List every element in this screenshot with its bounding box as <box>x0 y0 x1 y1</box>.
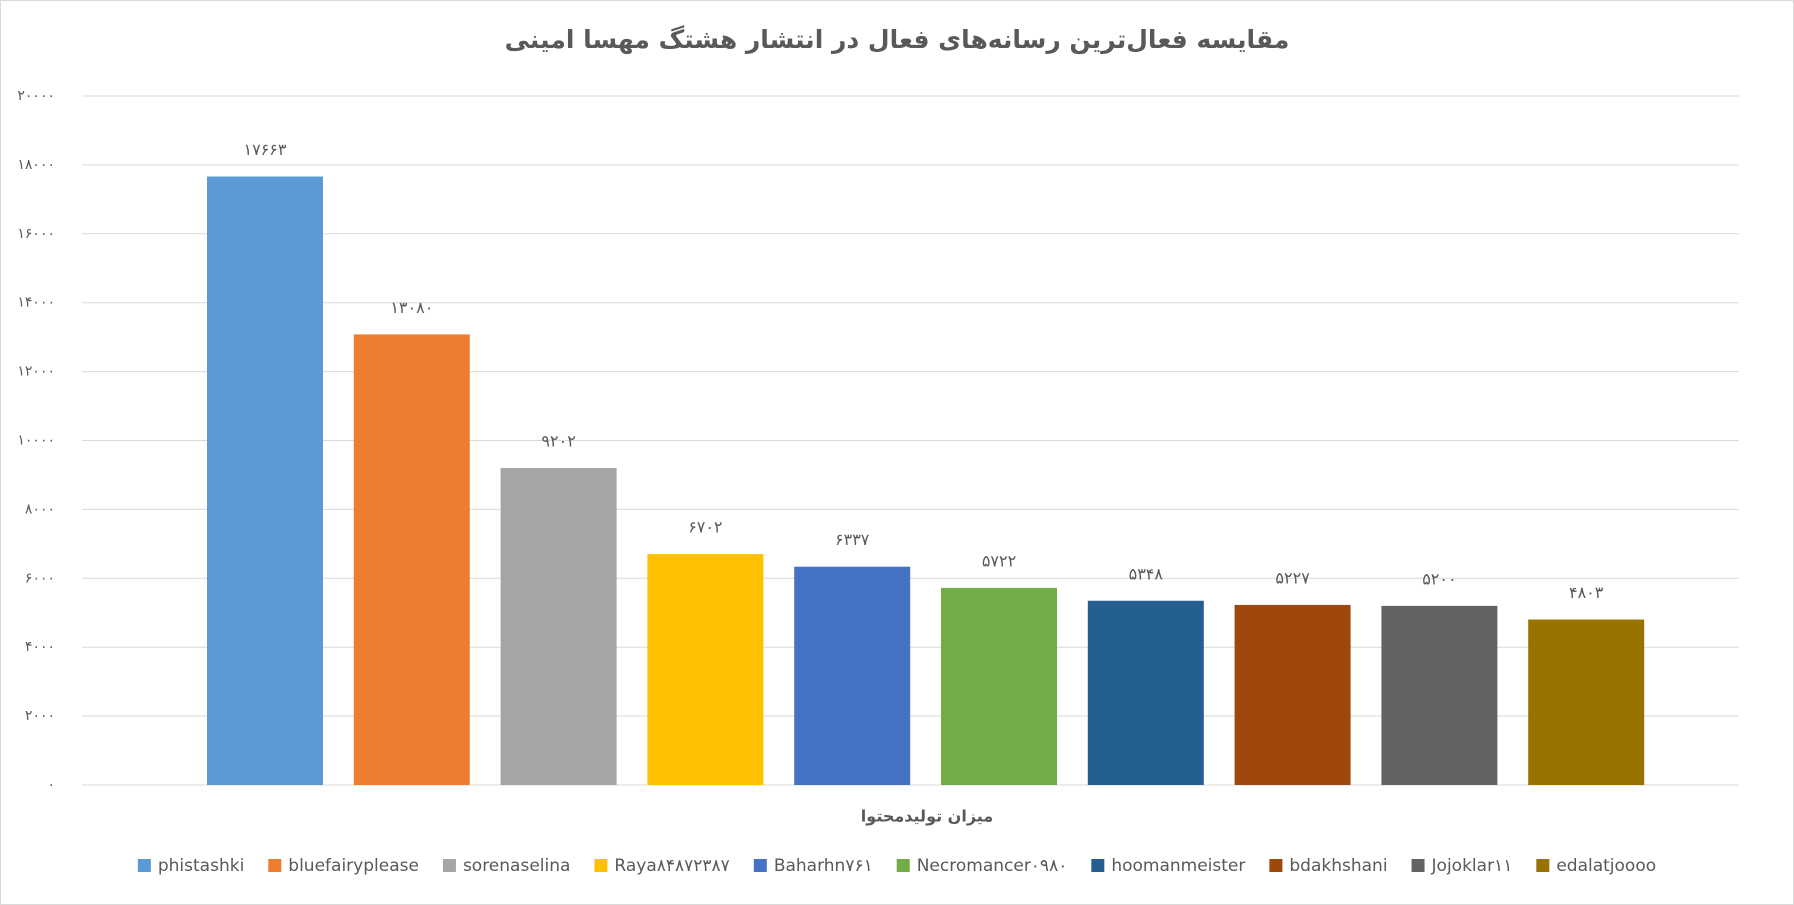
legend-swatch <box>1536 859 1550 872</box>
y-tick-label: ۴۰۰۰ <box>25 639 55 655</box>
legend-swatch <box>442 859 456 872</box>
legend-swatch <box>753 859 767 872</box>
data-label: ۴۸۰۳ <box>1569 583 1604 602</box>
legend-label: sorenaselina <box>463 856 570 876</box>
data-label: ۵۲۲۷ <box>1275 568 1310 587</box>
x-axis-label: میزان تولیدمحتوا <box>861 807 993 826</box>
y-tick-label: ۸۰۰۰ <box>25 501 55 517</box>
y-tick-label: ۲۰۰۰۰ <box>17 88 55 104</box>
bar <box>647 554 764 785</box>
legend-label: bluefairyplease <box>288 856 419 876</box>
legend-label: Baharhn۷۶۱ <box>774 856 873 876</box>
y-tick-label: ۱۰۰۰۰ <box>17 433 55 449</box>
legend-swatch <box>896 859 910 872</box>
legend-swatch <box>137 859 151 872</box>
legend-label: Necromancer۰۹۸۰ <box>917 856 1068 876</box>
y-tick-label: ۰ <box>47 777 55 793</box>
y-tick-label: ۶۰۰۰ <box>25 570 55 586</box>
y-tick-label: ۱۴۰۰۰ <box>17 295 55 311</box>
data-label: ۵۳۴۸ <box>1129 564 1164 583</box>
bar <box>941 587 1057 785</box>
bar <box>500 467 617 785</box>
data-label: ۶۷۰۲ <box>688 518 722 537</box>
legend-label: edalatjoooo <box>1556 856 1656 876</box>
legend-label: Jojoklar۱۱ <box>1431 856 1513 876</box>
data-label: ۵۲۰۰ <box>1422 569 1456 588</box>
legend-label: hoomanmeister <box>1111 856 1245 876</box>
legend-swatch <box>1411 859 1425 872</box>
data-label: ۹۲۰۲ <box>541 431 575 450</box>
legend-label: phistashki <box>158 856 244 876</box>
bar <box>207 176 323 785</box>
data-label: ۱۳۰۸۰ <box>390 298 433 317</box>
y-tick-label: ۱۲۰۰۰ <box>17 364 55 380</box>
data-label: ۱۷۶۶۳ <box>244 140 287 159</box>
bar <box>1087 600 1204 785</box>
chart-title: مقایسه فعال‌ترین رسانه‌های فعال در انتشا… <box>505 25 1290 55</box>
legend-swatch <box>1091 859 1105 872</box>
legend-swatch <box>268 859 282 872</box>
bar <box>353 334 470 785</box>
legend-swatch <box>1269 859 1283 872</box>
bar <box>1528 619 1645 785</box>
y-tick-label: ۱۶۰۰۰ <box>17 226 55 242</box>
y-tick-label: ۱۸۰۰۰ <box>17 157 55 173</box>
bar <box>1381 605 1498 785</box>
data-label: ۶۳۳۷ <box>835 530 870 549</box>
data-label: ۵۷۲۲ <box>982 551 1016 570</box>
bar <box>794 566 911 785</box>
bar <box>1234 604 1351 785</box>
y-tick-label: ۲۰۰۰ <box>25 708 55 724</box>
legend-label: Raya۸۴۸۷۲۳۸۷ <box>614 856 729 876</box>
legend-swatch <box>594 859 608 872</box>
legend-label: bdakhshani <box>1289 856 1387 876</box>
